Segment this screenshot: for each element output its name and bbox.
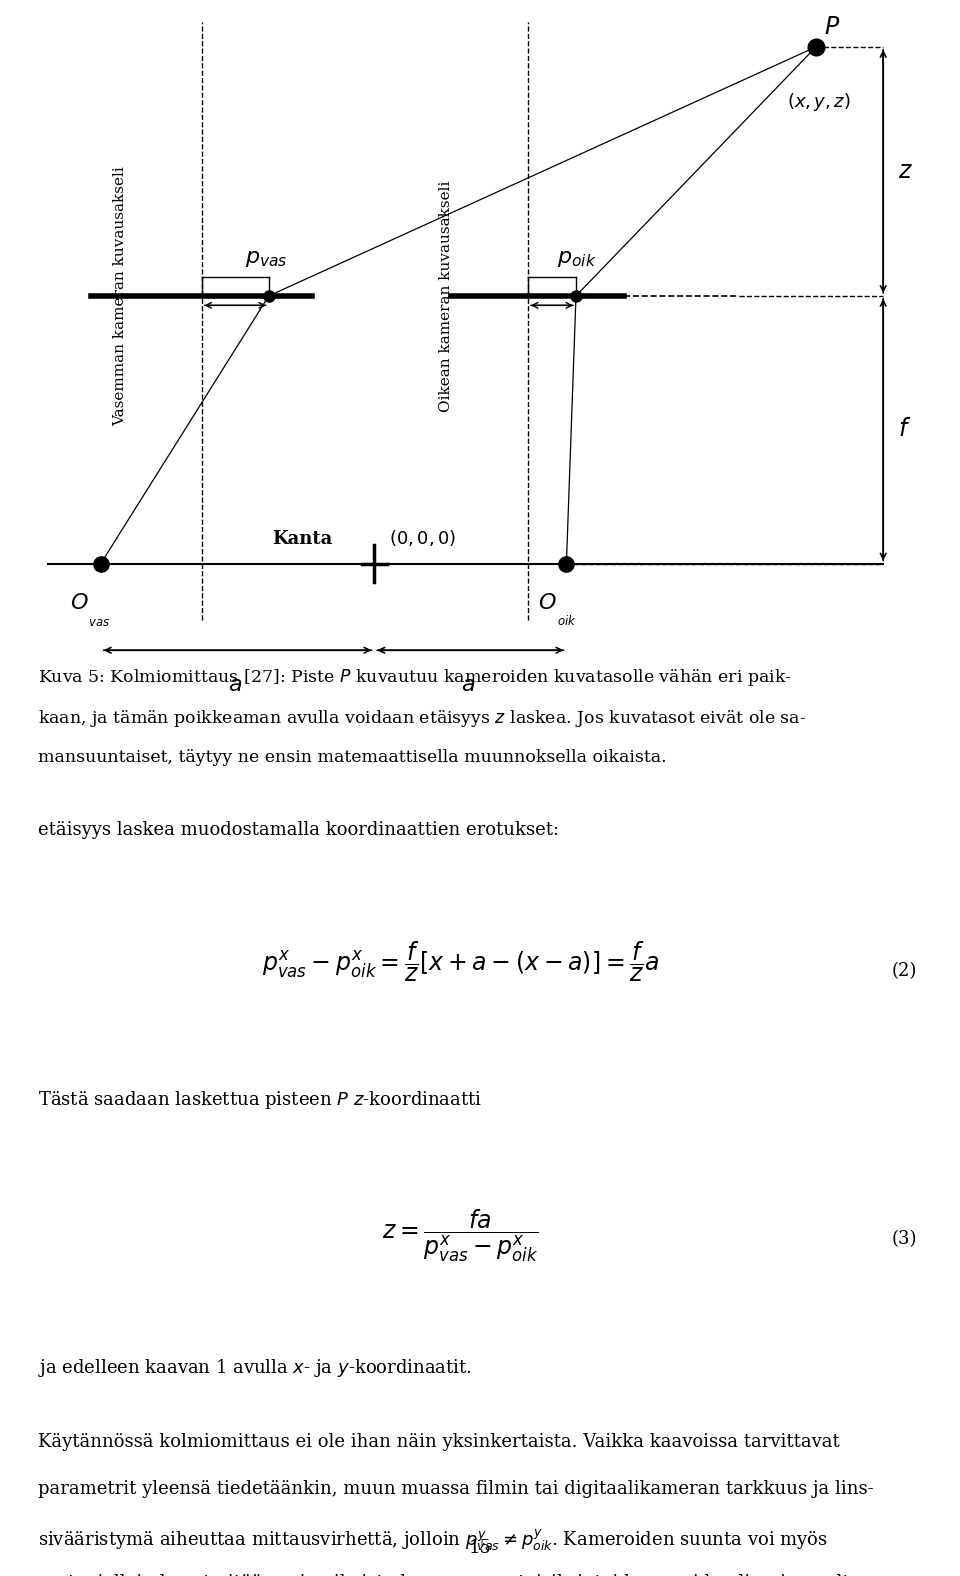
Text: $P$: $P$ <box>824 16 840 39</box>
Text: (2): (2) <box>892 961 917 980</box>
Text: sivääristymä aiheuttaa mittausvirhettä, jolloin $p^y_{vas} \neq p^y_{oik}$. Kame: sivääristymä aiheuttaa mittausvirhettä, … <box>38 1527 828 1552</box>
Text: $p^x_{vas} - p^x_{oik} = \dfrac{f}{z}[x + a - (x - a)] = \dfrac{f}{z}a$: $p^x_{vas} - p^x_{oik} = \dfrac{f}{z}[x … <box>262 939 660 983</box>
Text: parametrit yleensä tiedetäänkin, muun muassa filmin tai digitaalikameran tarkkuu: parametrit yleensä tiedetäänkin, muun mu… <box>38 1480 874 1497</box>
Text: $p_{oik}$: $p_{oik}$ <box>557 247 596 269</box>
Text: $z$: $z$ <box>898 159 913 183</box>
Text: ja edelleen kaavan 1 avulla $x$- ja $y$-koordinaatit.: ja edelleen kaavan 1 avulla $x$- ja $y$-… <box>38 1357 472 1379</box>
Text: $_{vas}$: $_{vas}$ <box>88 611 110 627</box>
Text: Oikean kameran kuvausakseli: Oikean kameran kuvausakseli <box>440 180 453 411</box>
Text: $(0,0,0)$: $(0,0,0)$ <box>389 528 456 548</box>
Text: Kuva 5: Kolmiomittaus [27]: Piste $P$ kuvautuu kameroiden kuvatasolle vähän eri : Kuva 5: Kolmiomittaus [27]: Piste $P$ ku… <box>38 667 792 687</box>
Text: Käytännössä kolmiomittaus ei ole ihan näin yksinkertaista. Vaikka kaavoissa tarv: Käytännössä kolmiomittaus ei ole ihan nä… <box>38 1433 840 1450</box>
Text: $(x,y,z)$: $(x,y,z)$ <box>787 91 851 113</box>
Text: 15: 15 <box>468 1538 492 1557</box>
Text: $f$: $f$ <box>898 418 911 441</box>
Text: $p_{vas}$: $p_{vas}$ <box>245 247 287 269</box>
Text: $a$: $a$ <box>228 675 242 697</box>
Text: $z = \dfrac{fa}{p^x_{vas} - p^x_{oik}}$: $z = \dfrac{fa}{p^x_{vas} - p^x_{oik}}$ <box>382 1207 540 1264</box>
Text: kaan, ja tämän poikkeaman avulla voidaan etäisyys $z$ laskea. Jos kuvatasot eivä: kaan, ja tämän poikkeaman avulla voidaan… <box>38 708 806 728</box>
Text: (3): (3) <box>891 1229 917 1248</box>
Text: Vasemman kameran kuvausakseli: Vasemman kameran kuvausakseli <box>113 165 127 426</box>
Text: etäisyys laskea muodostamalla koordinaattien erotukset:: etäisyys laskea muodostamalla koordinaat… <box>38 821 560 838</box>
Text: $O$: $O$ <box>538 593 556 615</box>
Text: mansuuntaiset, täytyy ne ensin matemaattisella muunnoksella oikaista.: mansuuntaiset, täytyy ne ensin matemaatt… <box>38 749 667 766</box>
Text: Kanta: Kanta <box>273 530 332 548</box>
Text: Tästä saadaan laskettua pisteen $P$ $z$-koordinaatti: Tästä saadaan laskettua pisteen $P$ $z$-… <box>38 1089 483 1111</box>
Text: $O$: $O$ <box>70 593 88 615</box>
Text: $a$: $a$ <box>461 675 475 697</box>
Text: $_{oik}$: $_{oik}$ <box>557 611 576 627</box>
